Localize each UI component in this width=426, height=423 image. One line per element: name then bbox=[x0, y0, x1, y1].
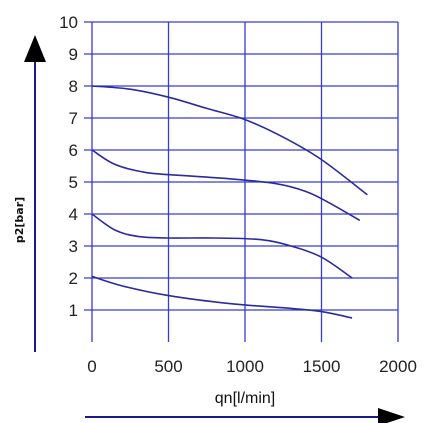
x-tick-labels: 0 500 1000 1500 2000 bbox=[87, 357, 417, 376]
y-tick-label: 6 bbox=[69, 141, 78, 160]
x-tick-label: 2000 bbox=[379, 357, 417, 376]
y-tick-label: 7 bbox=[69, 109, 78, 128]
series-line-1 bbox=[91, 85, 368, 196]
series-line-4 bbox=[91, 275, 353, 319]
grid bbox=[84, 21, 399, 342]
series-lines bbox=[91, 85, 368, 319]
series-line-2 bbox=[91, 149, 361, 222]
y-tick-label: 9 bbox=[69, 45, 78, 64]
y-tick-label: 10 bbox=[59, 13, 78, 32]
x-axis-arrowhead bbox=[378, 408, 405, 423]
x-tick-label: 1000 bbox=[226, 357, 264, 376]
y-tick-label: 4 bbox=[69, 205, 78, 224]
x-tick-label: 0 bbox=[87, 357, 96, 376]
y-tick-label: 3 bbox=[69, 237, 78, 256]
series-line-3 bbox=[91, 213, 353, 279]
y-axis-arrowhead bbox=[24, 35, 46, 62]
y-tick-label: 2 bbox=[69, 269, 78, 288]
y-tick-label: 1 bbox=[69, 301, 78, 320]
x-tick-label: 500 bbox=[154, 357, 182, 376]
x-axis-label: qn[l/min] bbox=[215, 390, 275, 407]
y-axis-label: p2[bar] bbox=[13, 197, 26, 243]
y-tick-label: 8 bbox=[69, 77, 78, 96]
y-tick-label: 5 bbox=[69, 173, 78, 192]
x-tick-label: 1500 bbox=[303, 357, 341, 376]
y-tick-labels: 1 2 3 4 5 6 7 8 9 10 bbox=[59, 13, 78, 320]
